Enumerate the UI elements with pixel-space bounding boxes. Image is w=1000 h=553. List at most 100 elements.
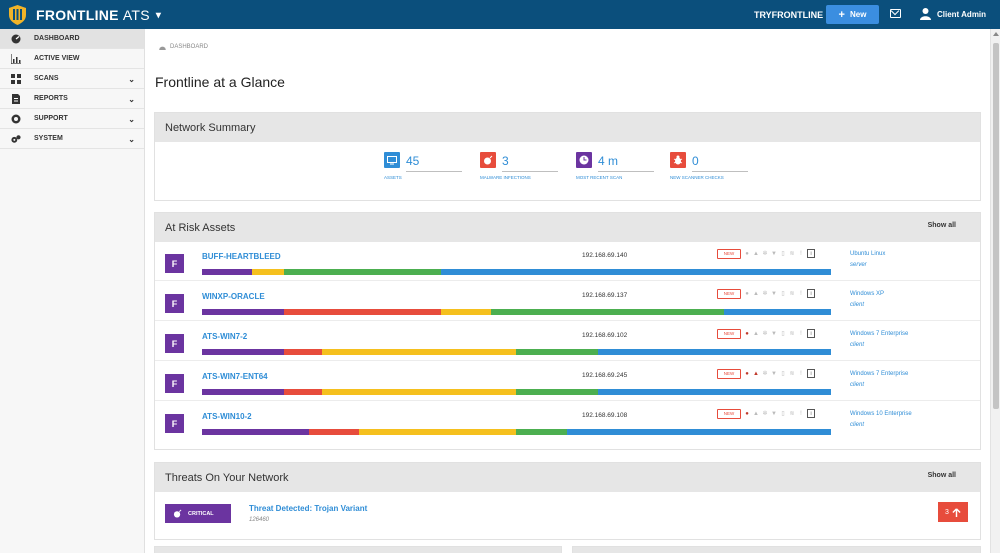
brand-menu[interactable]: FRONTLINE ATS ▾: [36, 7, 161, 23]
network-summary-panel: Network Summary: [154, 112, 981, 201]
info-box-icon[interactable]: i: [807, 329, 815, 338]
show-all-link[interactable]: Show all: [927, 472, 956, 479]
bomb-icon: ●: [745, 290, 749, 297]
risk-segment: [252, 269, 284, 275]
thumbs-down-icon: ▼: [771, 330, 777, 337]
mail-icon[interactable]: [890, 9, 901, 18]
info-box-icon[interactable]: i: [807, 249, 815, 258]
os-link[interactable]: Ubuntu Linux: [850, 251, 886, 257]
info-box-icon[interactable]: i: [807, 289, 815, 298]
risk-bar: [202, 309, 831, 315]
scrollbar-thumb[interactable]: [993, 43, 999, 409]
asset-ip: 192.168.69.102: [582, 332, 628, 339]
asset-row[interactable]: F BUFF-HEARTBLEED 192.168.69.140 NEW ● ▲ ✲ ▼ ▯ ≋!…: [155, 241, 980, 281]
panel-header: Threats On Your Network Show all: [155, 463, 980, 492]
plus-icon: +: [838, 8, 845, 21]
sidebar-item-reports[interactable]: REPORTS ⌄: [0, 89, 144, 109]
gear-icon: ✲: [762, 250, 768, 257]
stat-label: ASSETS: [384, 175, 402, 180]
sidebar-item-label: SCANS: [34, 75, 59, 82]
tryfrontline-link[interactable]: TRYFRONTLINE: [754, 10, 824, 20]
page-scrollbar[interactable]: [990, 29, 1000, 553]
brand-name: FRONTLINE: [36, 7, 119, 23]
breadcrumb-label[interactable]: DASHBOARD: [170, 44, 209, 50]
bug-icon: [670, 152, 686, 168]
stat-label: NEW SCANNER CHECKS: [670, 175, 724, 180]
grade-badge: F: [165, 414, 184, 433]
warning-icon: ▲: [753, 370, 759, 377]
new-flag: NEW: [717, 288, 741, 299]
asset-row[interactable]: F ATS-WIN7-ENT64 192.168.69.245 NEW ● ▲ ✲ ▼ ▯ ≋! i…: [155, 361, 980, 401]
risk-segment: [598, 349, 831, 355]
new-flag: NEW: [717, 368, 741, 379]
os-link[interactable]: Windows 7 Enterprise: [850, 371, 909, 377]
threat-count-button[interactable]: 3: [938, 502, 968, 522]
stat-underline: [692, 171, 748, 172]
scroll-up-icon[interactable]: [993, 32, 999, 36]
asset-name-link[interactable]: BUFF-HEARTBLEED: [202, 252, 281, 261]
asset-name-link[interactable]: ATS-WIN10-2: [202, 412, 252, 421]
grade-badge: F: [165, 294, 184, 313]
user-menu[interactable]: Client Admin: [937, 10, 987, 19]
panel-header: Network Summary: [155, 113, 980, 142]
stat-value: 45: [406, 154, 420, 168]
thumbs-down-icon: ▼: [771, 290, 777, 297]
sidebar-item-active-view[interactable]: ACTIVE VIEW: [0, 49, 144, 69]
panel-title: Network Summary: [165, 121, 256, 134]
asset-name-link[interactable]: ATS-WIN7-2: [202, 332, 248, 341]
asset-row[interactable]: F WINXP-ORACLE 192.168.69.137 NEW ● ▲ ✲ ▼ ▯ ≋! i Wi…: [155, 281, 980, 321]
risk-bar: [202, 349, 831, 355]
top-navbar: FRONTLINE ATS ▾ TRYFRONTLINE + New Clien…: [0, 0, 1000, 29]
asset-row[interactable]: F ATS-WIN7-2 192.168.69.102 NEW ● ▲ ✲ ▼ ▯ ≋! i Wind…: [155, 321, 980, 361]
new-button[interactable]: + New: [826, 5, 879, 24]
exclamation-icon: !: [800, 250, 802, 257]
os-link[interactable]: Windows 7 Enterprise: [850, 331, 909, 337]
sidebar-item-dashboard[interactable]: DASHBOARD: [0, 29, 144, 49]
asset-row[interactable]: F ATS-WIN10-2 192.168.69.108 NEW ● ▲ ✲ ▼ ▯ ≋! i Win…: [155, 401, 980, 441]
risk-segment: [516, 429, 567, 435]
asset-type: server: [850, 262, 867, 268]
gears-icon: [11, 134, 21, 144]
asset-ip: 192.168.69.137: [582, 292, 628, 299]
dashboard-icon: [11, 34, 21, 44]
exclamation-icon: !: [800, 410, 802, 417]
risk-segment: [202, 349, 284, 355]
stat-value: 0: [692, 154, 699, 168]
sidebar-item-label: DASHBOARD: [34, 35, 80, 42]
risk-segment: [283, 309, 442, 315]
os-link[interactable]: Windows XP: [850, 291, 885, 297]
panel-title: At Risk Assets: [165, 221, 236, 234]
sidebar-item-label: SYSTEM: [34, 135, 63, 142]
exclamation-icon: !: [800, 370, 802, 377]
info-box-icon[interactable]: i: [807, 369, 815, 378]
chevron-down-icon: ⌄: [128, 115, 135, 124]
warning-icon: ▲: [753, 330, 759, 337]
sidebar-item-label: SUPPORT: [34, 115, 68, 122]
os-link[interactable]: Windows 10 Enterprise: [850, 411, 912, 417]
info-box-icon[interactable]: i: [807, 409, 815, 418]
asset-ip: 192.168.69.245: [582, 372, 628, 379]
sidebar-item-system[interactable]: SYSTEM ⌄: [0, 129, 144, 149]
risk-segment: [441, 269, 831, 275]
thumbs-down-icon: ▼: [771, 370, 777, 377]
grid-icon: [11, 73, 21, 84]
warning-icon: ▲: [753, 410, 759, 417]
threat-link[interactable]: Threat Detected: Trojan Variant: [249, 504, 368, 513]
asset-flags: NEW ● ▲ ✲ ▼ ▯ ≋! i: [717, 408, 815, 419]
file-icon: ▯: [781, 410, 785, 417]
exclamation-icon: !: [800, 290, 802, 297]
asset-name-link[interactable]: ATS-WIN7-ENT64: [202, 372, 268, 381]
asset-type: client: [850, 342, 865, 348]
monitor-icon: [384, 152, 400, 168]
asset-name-link[interactable]: WINXP-ORACLE: [202, 292, 265, 301]
asset-type: client: [850, 382, 865, 388]
asset-type: client: [850, 422, 865, 428]
show-all-link[interactable]: Show all: [927, 222, 956, 229]
user-icon[interactable]: [920, 8, 931, 20]
at-risk-assets-panel: At Risk Assets Show all: [154, 212, 981, 450]
asset-flags: NEW ● ▲ ✲ ▼ ▯ ≋! i: [717, 368, 815, 379]
badge-label: CRITICAL: [188, 510, 214, 517]
sidebar-item-support[interactable]: SUPPORT ⌄: [0, 109, 144, 129]
risk-segment: [516, 389, 599, 395]
sidebar-item-scans[interactable]: SCANS ⌄: [0, 69, 144, 89]
